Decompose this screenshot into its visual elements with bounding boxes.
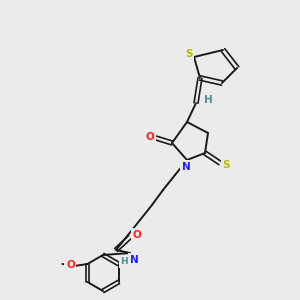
Text: O: O xyxy=(133,230,141,240)
Text: O: O xyxy=(66,260,75,270)
Text: H: H xyxy=(204,95,212,105)
Text: N: N xyxy=(182,162,190,172)
Text: H: H xyxy=(120,257,128,266)
Text: O: O xyxy=(146,132,154,142)
Text: N: N xyxy=(130,255,138,265)
Text: S: S xyxy=(222,160,230,170)
Text: S: S xyxy=(185,49,193,59)
